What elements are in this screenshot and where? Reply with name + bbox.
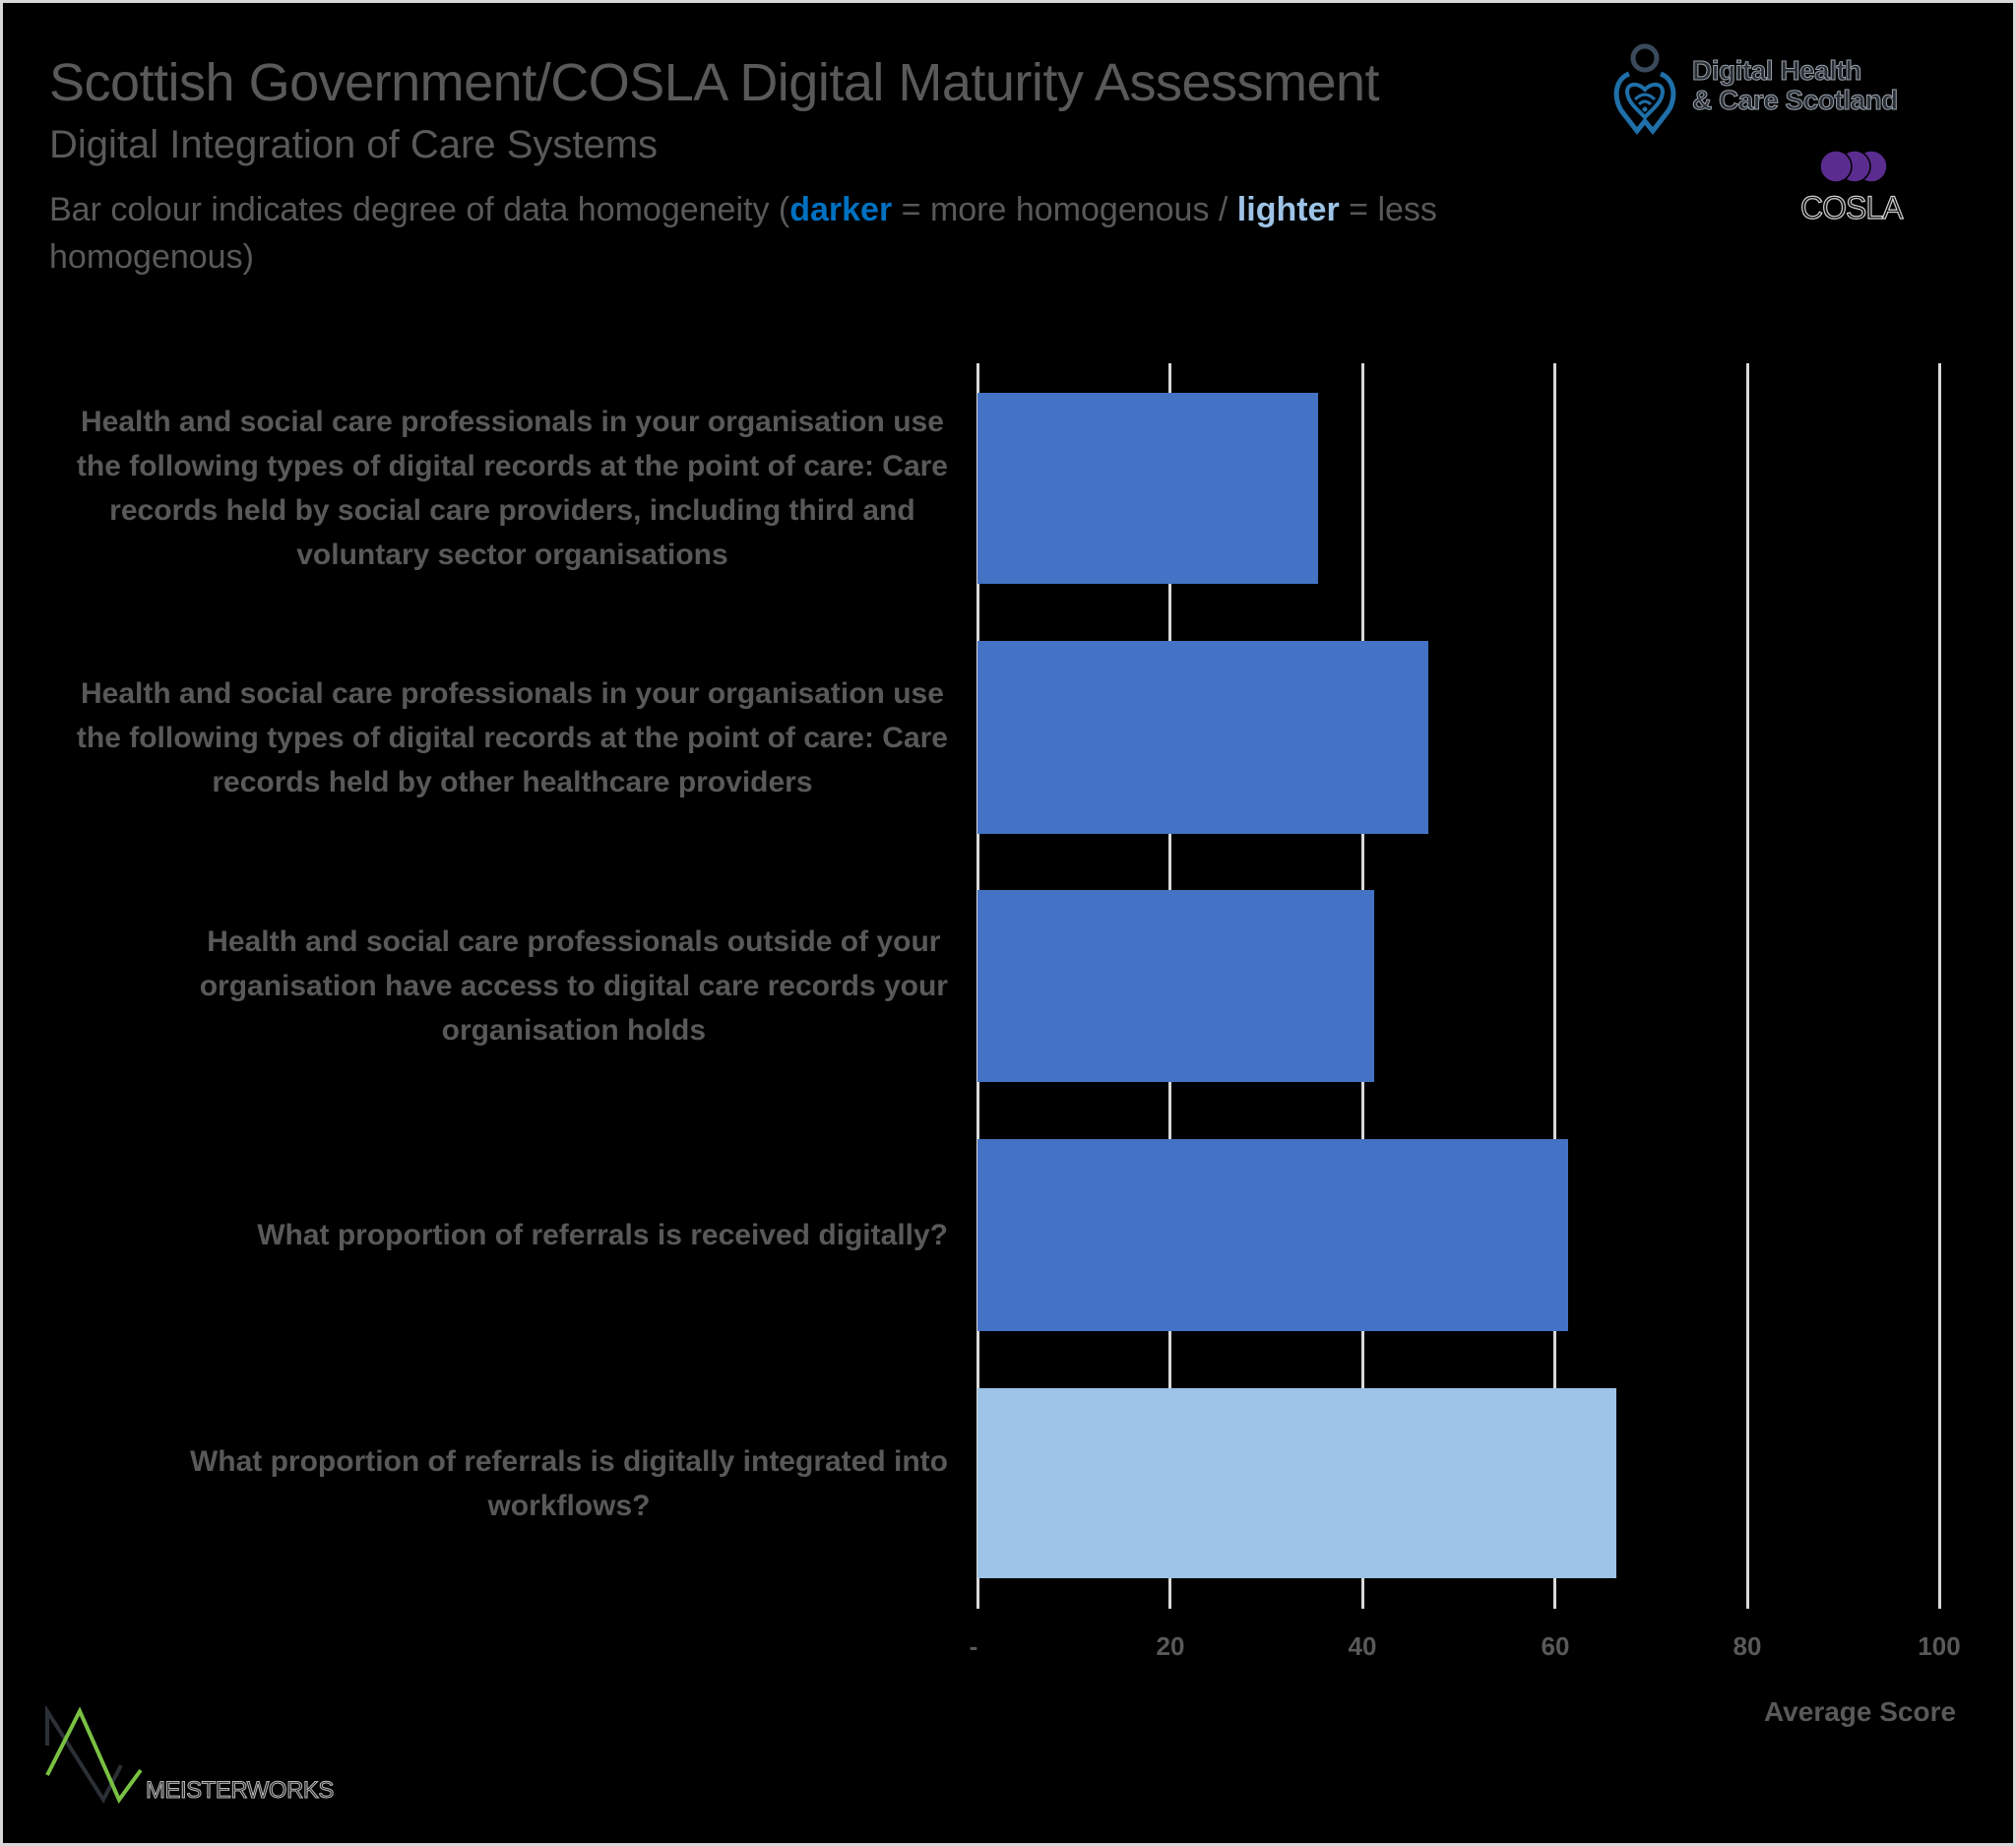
legend-darker: darker: [789, 191, 893, 228]
bar-other-healthcare-provider-records: [977, 641, 1429, 834]
digital-health-care-scotland-logo: Digital Health & Care Scotland: [1609, 40, 1944, 139]
legend-lighter: lighter: [1236, 191, 1340, 228]
x-tick-0: -: [969, 1631, 978, 1661]
gridline-60: [1553, 363, 1556, 1609]
category-label: What proportion of referrals is received…: [257, 1219, 948, 1251]
chart-title: Scottish Government/COSLA Digital Maturi…: [49, 53, 1380, 112]
legend-suffix: = less homogenous): [49, 191, 1437, 276]
cosla-logo: COSLA: [1795, 147, 1913, 226]
legend-middle: = more homogenous /: [892, 191, 1237, 228]
cosla-circles-icon: [1819, 150, 1888, 183]
bar-referrals-integrated-workflows: [977, 1388, 1616, 1578]
meisterworks-logo-text: MEISTERWORKS: [146, 1777, 335, 1805]
dhcs-person-heart-icon: [1613, 43, 1676, 136]
dhcs-logo-text: Digital Health & Care Scotland: [1692, 55, 1899, 115]
meisterworks-logo: MEISTERWORKS: [42, 1706, 338, 1814]
category-label: What proportion of referrals is digitall…: [189, 1444, 948, 1522]
bar-external-access-to-records: [977, 890, 1374, 1082]
x-tick-40: 40: [1348, 1631, 1377, 1661]
bar-social-care-provider-records: [977, 393, 1318, 584]
plot-area: Health and social care professionals in …: [3, 3, 2013, 1843]
chart-canvas: Scottish Government/COSLA Digital Maturi…: [3, 3, 2013, 1843]
x-tick-60: 60: [1541, 1631, 1570, 1661]
category-label: Health and social care professionals in …: [76, 406, 948, 571]
chart-subtitle: Digital Integration of Care Systems: [49, 123, 659, 166]
cosla-logo-text: COSLA: [1799, 189, 1904, 225]
bar-referrals-received-digitally: [977, 1139, 1568, 1331]
gridline-80: [1746, 363, 1749, 1609]
x-axis-title: Average Score: [1764, 1696, 1957, 1727]
meisterworks-mark-icon: [45, 1706, 143, 1805]
x-tick-100: 100: [1918, 1631, 1961, 1661]
category-label: Health and social care professionals in …: [76, 676, 948, 798]
colour-legend-note: Bar colour indicates degree of data homo…: [49, 186, 1585, 281]
x-tick-80: 80: [1732, 1631, 1762, 1661]
x-tick-20: 20: [1156, 1631, 1185, 1661]
gridline-100: [1938, 363, 1941, 1609]
category-label: Health and social care professionals out…: [199, 925, 948, 1047]
legend-prefix: Bar colour indicates degree of data homo…: [49, 191, 790, 228]
